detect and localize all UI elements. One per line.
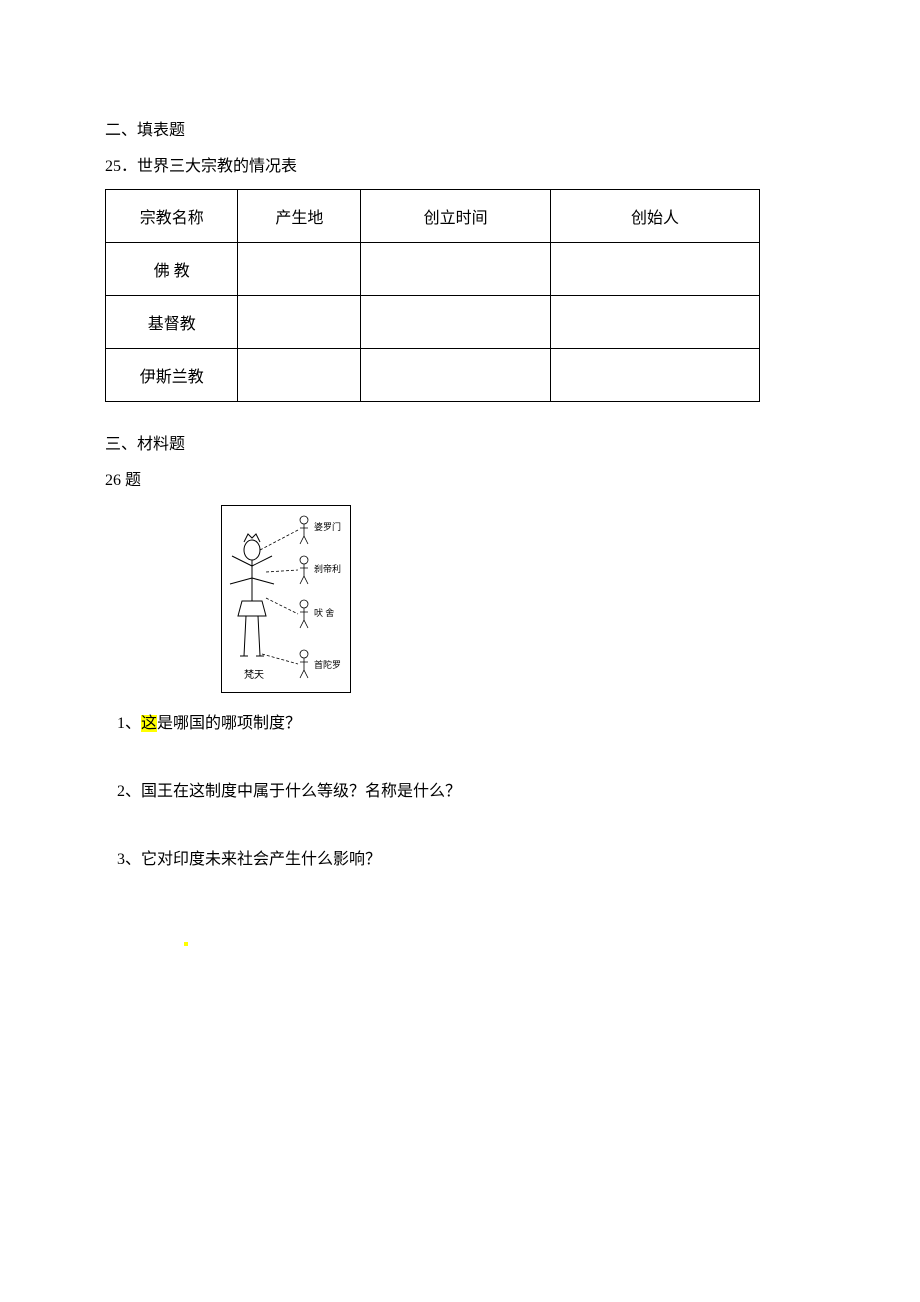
cell-religion-name: 基督教 [106,296,238,349]
cell-blank [238,296,361,349]
highlight-char: 这 [141,715,157,732]
caste-figure-4 [300,650,308,678]
cell-religion-name: 伊斯兰教 [106,349,238,402]
q26-1: 1、这是哪国的哪项制度？ [105,711,815,737]
th-founder: 创始人 [551,190,760,243]
caste-label-1: 婆罗门 [314,521,341,532]
caste-diagram: 梵天 婆罗门 刹帝利 吠 舍 [221,505,351,693]
caste-lines [260,530,298,664]
brahma-figure-icon [230,534,274,656]
cell-blank [361,243,551,296]
cell-blank [551,349,760,402]
cell-religion-name: 佛 教 [106,243,238,296]
stray-mark [184,942,188,946]
th-time: 创立时间 [361,190,551,243]
cell-blank [238,243,361,296]
table-row: 基督教 [106,296,760,349]
cell-blank [361,349,551,402]
table-row: 佛 教 [106,243,760,296]
th-name: 宗教名称 [106,190,238,243]
table-header-row: 宗教名称 产生地 创立时间 创始人 [106,190,760,243]
cell-blank [551,296,760,349]
q25-intro: 25．世界三大宗教的情况表 [105,154,815,180]
cell-blank [361,296,551,349]
page: 二、填表题 25．世界三大宗教的情况表 宗教名称 产生地 创立时间 创始人 佛 … [0,0,920,1302]
caste-diagram-wrap: 梵天 婆罗门 刹帝利 吠 舍 [221,505,815,693]
caste-figure-1 [300,516,308,544]
caste-label-4: 首陀罗 [314,659,341,670]
cell-blank [551,243,760,296]
caste-label-3: 吠 舍 [314,607,334,618]
table-row: 伊斯兰教 [106,349,760,402]
section2-heading: 二、填表题 [105,118,815,144]
caste-figure-3 [300,600,308,628]
caste-figure-2 [300,556,308,584]
q26-label: 26 题 [105,468,815,494]
q26-3: 3、它对印度未来社会产生什么影响？ [105,847,815,873]
th-origin: 产生地 [238,190,361,243]
brahma-label: 梵天 [244,669,264,681]
cell-blank [238,349,361,402]
caste-label-2: 刹帝利 [314,563,341,574]
q26-2: 2、国王在这制度中属于什么等级？名称是什么？ [105,779,815,805]
religions-table: 宗教名称 产生地 创立时间 创始人 佛 教 基督教 伊斯兰教 [105,189,760,402]
section3-heading: 三、材料题 [105,432,815,458]
